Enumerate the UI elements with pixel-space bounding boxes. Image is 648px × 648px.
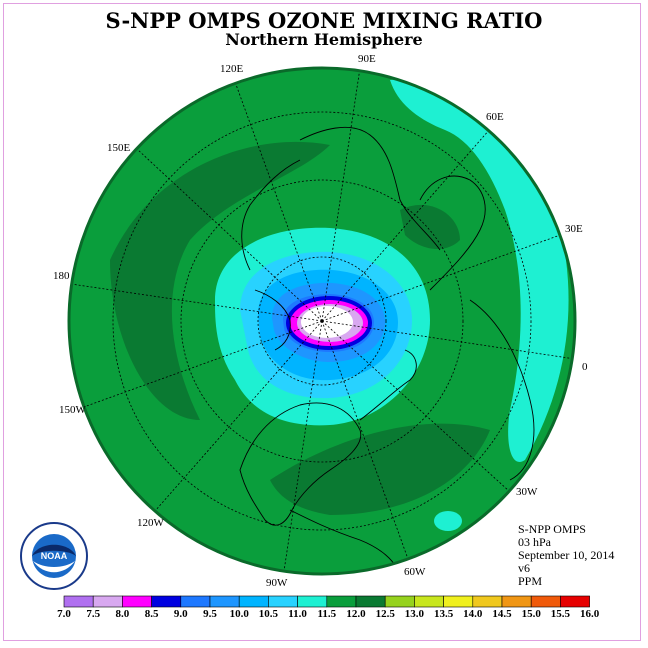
colorbar-box bbox=[63, 595, 94, 608]
colorbar-tick-label: 9.0 bbox=[174, 608, 188, 620]
asia-coast bbox=[299, 126, 441, 251]
meridian-120e bbox=[233, 78, 323, 322]
colorbar-tick-label: 14.0 bbox=[463, 608, 483, 620]
meridian-90e bbox=[321, 68, 361, 322]
lon-label-120w: 120W bbox=[137, 517, 165, 529]
colorbar-tick-label: 11.5 bbox=[317, 608, 336, 620]
logo-text: NOAA bbox=[41, 551, 68, 561]
noaa-logo: NOAA bbox=[20, 522, 88, 590]
central-america-coast bbox=[289, 509, 401, 574]
info-date: September 10, 2014 bbox=[518, 548, 615, 562]
logo-wave bbox=[33, 561, 75, 573]
greenland-coast bbox=[359, 349, 417, 421]
colorbar-box bbox=[355, 595, 386, 608]
figure-frame bbox=[3, 3, 641, 641]
band-dark-west bbox=[110, 141, 330, 421]
colorbar-tick-label: 11.0 bbox=[288, 608, 307, 620]
meridian-60e bbox=[321, 128, 491, 322]
bering-coast bbox=[254, 289, 291, 351]
colorbar-tick-label: 10.5 bbox=[259, 608, 279, 620]
lon-label-90e: 90E bbox=[358, 53, 376, 65]
info-level: 03 hPa bbox=[518, 535, 551, 549]
lon-label-150e: 150E bbox=[107, 142, 131, 154]
colorbar-tick-label: 10.0 bbox=[230, 608, 250, 620]
lon-label-30w: 30W bbox=[516, 486, 538, 498]
east-asia-coast bbox=[241, 159, 301, 271]
lon-label-120e: 120E bbox=[220, 63, 244, 75]
band-dark-south bbox=[270, 423, 490, 515]
coastlines bbox=[239, 126, 535, 574]
colorbar-tick-label: 12.0 bbox=[346, 608, 366, 620]
colorbar-box bbox=[92, 595, 123, 608]
colorbar-tick-label: 14.5 bbox=[492, 608, 512, 620]
colorbar-box bbox=[151, 595, 182, 608]
colorbar-box bbox=[443, 595, 474, 608]
band-dark-east bbox=[400, 204, 460, 250]
colorbar-box bbox=[384, 595, 415, 608]
colorbar-tick-label: 7.0 bbox=[57, 608, 71, 620]
map-subtitle: Northern Hemisphere bbox=[225, 30, 423, 49]
colorbar-tick-label: 7.5 bbox=[86, 608, 100, 620]
band-cyan-east bbox=[390, 79, 569, 462]
lon-label-180: 180 bbox=[53, 270, 70, 282]
colorbar-box bbox=[238, 595, 269, 608]
colorbar-box bbox=[530, 595, 561, 608]
logo-bird bbox=[32, 544, 76, 556]
colorbar-box bbox=[297, 595, 328, 608]
colorbar-box bbox=[501, 595, 532, 608]
colorbar-ticks: 7.0 7.5 8.0 8.5 9.0 9.5 10.0 10.5 11.0 11.5 12.0 12… bbox=[57, 608, 600, 620]
meridian-150w bbox=[80, 320, 323, 409]
info-units: PPM bbox=[518, 574, 543, 588]
lon-label-0: 0 bbox=[582, 361, 588, 373]
map-title: S-NPP OMPS OZONE MIXING RATIO bbox=[105, 8, 543, 33]
info-instrument: S-NPP OMPS bbox=[518, 522, 586, 536]
lon-label-90w: 90W bbox=[266, 577, 288, 589]
latitude-circle-30 bbox=[112, 111, 532, 531]
latitude-circle-50 bbox=[180, 179, 464, 463]
africa-coast bbox=[469, 299, 535, 481]
colorbar: 7.0 7.5 8.0 8.5 9.0 9.5 10.0 10.5 11.0 11.5 12.0 12… bbox=[57, 595, 600, 620]
colorbar-boxes bbox=[63, 595, 590, 608]
north-america-coast bbox=[239, 402, 362, 526]
colorbar-tick-label: 16.0 bbox=[580, 608, 600, 620]
lon-label-150w: 150W bbox=[59, 404, 87, 416]
europe-coast bbox=[419, 175, 486, 291]
info-block: S-NPP OMPS 03 hPa September 10, 2014 v6 … bbox=[518, 523, 614, 588]
lon-label-60e: 60E bbox=[486, 111, 504, 123]
colorbar-box bbox=[560, 595, 590, 608]
colorbar-box bbox=[209, 595, 240, 608]
colorbar-box bbox=[268, 595, 298, 608]
band-cyan-small bbox=[434, 511, 462, 531]
colorbar-box bbox=[122, 595, 152, 608]
colorbar-tick-label: 12.5 bbox=[376, 608, 396, 620]
lon-label-30e: 30E bbox=[565, 223, 583, 235]
colorbar-tick-label: 9.5 bbox=[203, 608, 217, 620]
map-boundary bbox=[67, 66, 577, 576]
colorbar-tick-label: 8.5 bbox=[145, 608, 159, 620]
info-version: v6 bbox=[518, 561, 530, 575]
colorbar-tick-label: 8.0 bbox=[116, 608, 130, 620]
colorbar-tick-label: 15.5 bbox=[551, 608, 571, 620]
lon-label-60w: 60W bbox=[404, 566, 426, 578]
colorbar-tick-label: 13.5 bbox=[434, 608, 454, 620]
latitude-circle-70 bbox=[257, 256, 387, 386]
graticule bbox=[70, 68, 575, 572]
colorbar-box bbox=[414, 595, 444, 608]
colorbar-tick-label: 13.0 bbox=[405, 608, 425, 620]
colorbar-box bbox=[180, 595, 211, 608]
meridian-0 bbox=[321, 320, 575, 360]
colorbar-box bbox=[472, 595, 503, 608]
colorbar-tick-label: 15.0 bbox=[522, 608, 542, 620]
colorbar-box bbox=[326, 595, 357, 608]
